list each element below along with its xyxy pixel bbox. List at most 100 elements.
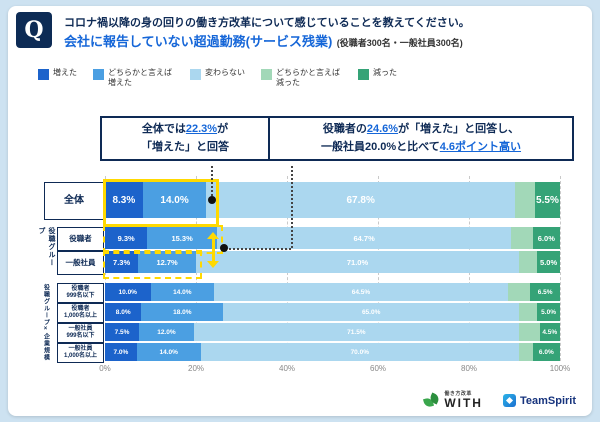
bar-segment: 7.3% [105,251,139,273]
arrow-head-up-icon [207,232,219,239]
slide-card: Q コロナ禍以降の身の回りの働き方改革について感じていることを教えてください。 … [8,6,592,416]
bar-segment: 14.0% [136,343,201,361]
arrow-shaft [212,237,215,263]
bar-segment: 70.0% [200,343,520,361]
bar-segment: 65.0% [223,303,520,321]
bar-row-label: 役職者 999名以下 [57,283,104,303]
teamspirit-icon [502,394,516,407]
callout-overall-text: 全体では [141,123,186,135]
leaf-icon [423,392,441,409]
bar-segment-value: 6.5% [537,288,553,296]
bar-segment: 71.5% [193,323,520,341]
bar-row: 9.3% 15.3% 64.7% 6.0% [105,227,560,249]
bar-segment: 67.8% [206,182,515,218]
callout-comparison-highlight1: 24.6% [366,123,399,135]
bar-segment-value: 14.0% [160,194,189,206]
legend-label: 変わらない [205,68,245,77]
bar-row-label: 役職者 [57,227,104,251]
bar-segment-value: 8.0% [115,308,131,316]
callout-comparison-highlight2: 4.6ポイント高い [439,140,522,153]
bar-segment: 6.5% [530,283,560,301]
connector-dot-overall [208,196,216,204]
bar-segment-value: 64.7% [353,233,375,243]
bar-segment-value: 15.3% [171,233,193,243]
bar-segment-value: 12.0% [157,328,176,336]
with-logo-top-text: 働き方改革 [444,391,472,397]
legend-label: 減った [373,68,397,77]
bar-row-label: 役職者 1,000名以上 [57,303,104,323]
x-axis-tick-label: 60% [369,364,387,373]
bar-segment: 18.0% [141,303,224,321]
bar-segment: 5.5% [534,182,560,218]
legend-item: 増えた [38,68,77,80]
x-axis-tick-label: 80% [460,364,478,373]
bar-row-label: 一般社員 1,000名以上 [57,343,104,363]
teamspirit-logo: TeamSpirit [502,394,576,407]
question-badge: Q [16,12,52,48]
legend-item: どちらかと言えば増えた [93,68,174,87]
legend-swatch-icon [358,69,369,80]
x-axis-tick-label: 20% [187,364,205,373]
bar-segment-value: 8.3% [112,194,136,206]
group-label-position: 役職グループ [38,227,55,267]
chart-legend: 増えた どちらかと言えば増えた 変わらない どちらかと言えば減った 減った [38,68,397,87]
bar-segment-value: 5.0% [540,257,558,267]
legend-label: 増えた [53,68,77,77]
callout-overall-line2: 「増えた」と回答 [141,140,229,153]
bar-segment-value: 10.0% [118,288,137,296]
callout-comparison-text1: 役職者の [322,123,367,135]
bar-segment [519,343,533,361]
bar-segment [507,283,531,301]
legend-swatch-icon [261,69,272,80]
legend-swatch-icon [190,69,201,80]
bar-segment-value: 71.0% [346,257,369,267]
bar-segment: 6.0% [532,343,560,361]
bar-segment [511,227,533,249]
bar-segment: 10.0% [105,283,151,301]
connector-line-comparison-v [291,166,293,248]
bar-segment-value: 5.5% [536,194,559,206]
bar-segment-value: 7.3% [113,257,131,267]
legend-swatch-icon [93,69,104,80]
bar-segment-value: 6.0% [538,348,554,356]
bar-row: 8.3% 14.0% 67.8% 5.5% [105,182,560,218]
bar-row-label: 全体 [44,182,104,220]
bar-row: 8.0% 18.0% 65.0% 5.0% [105,303,560,321]
legend-label: どちらかと言えば減った [276,68,340,87]
x-axis-tick-label: 0% [99,364,111,373]
connector-line-overall [211,166,213,196]
bar-segment [519,303,538,321]
bar-segment: 5.0% [537,303,560,321]
bar-segment-value: 4.5% [542,328,558,336]
bar-segment-value: 9.3% [117,233,135,243]
bar-segment: 6.0% [532,227,560,249]
bar-segment-value: 65.0% [361,308,381,316]
bar-segment-value: 67.8% [346,194,375,206]
highlight-box-managers [103,225,223,254]
bar-segment-value: 14.0% [159,348,178,356]
bar-segment-value: 14.0% [173,288,192,296]
bar-segment [519,323,540,341]
legend-item: 減った [358,68,397,80]
stacked-bar-chart: 0% 20% 40% 60% 80% 100% 8.3% 14.0% 67.8% 5.5% 全体 9.… [8,6,592,416]
bar-segment-value: 70.0% [350,348,369,356]
sample-size-note: (役職者300名・一般社員300名) [336,38,463,48]
chart-subtitle: 会社に報告していない超過勤務(サービス残業) [64,34,333,49]
teamspirit-logo-text: TeamSpirit [519,394,576,407]
callout-overall-highlight: 22.3% [185,123,218,135]
x-axis-tick-label: 100% [549,364,571,373]
bar-row: 7.5% 12.0% 71.5% 4.5% [105,323,560,341]
gridline [560,176,561,361]
bar-segment: 12.7% [138,251,196,273]
bar-segment: 14.0% [150,283,215,301]
bar-segment-value: 7.0% [113,348,129,356]
bar-row-label: 一般社員 999名以下 [57,323,104,343]
bar-segment [519,251,538,273]
highlight-box-overall [103,179,219,227]
bar-segment: 12.0% [139,323,194,341]
arrow-head-down-icon [207,261,219,268]
x-axis-tick-label: 40% [278,364,296,373]
callout-comparison-text2: が「増えた」と回答し、 [398,123,520,135]
bar-segment-value: 64.5% [351,288,371,296]
bar-segment-value: 6.0% [537,233,555,243]
